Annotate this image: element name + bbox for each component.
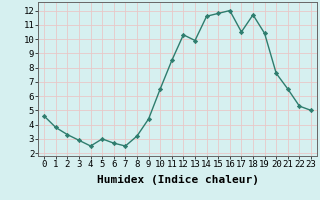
X-axis label: Humidex (Indice chaleur): Humidex (Indice chaleur)	[97, 175, 259, 185]
